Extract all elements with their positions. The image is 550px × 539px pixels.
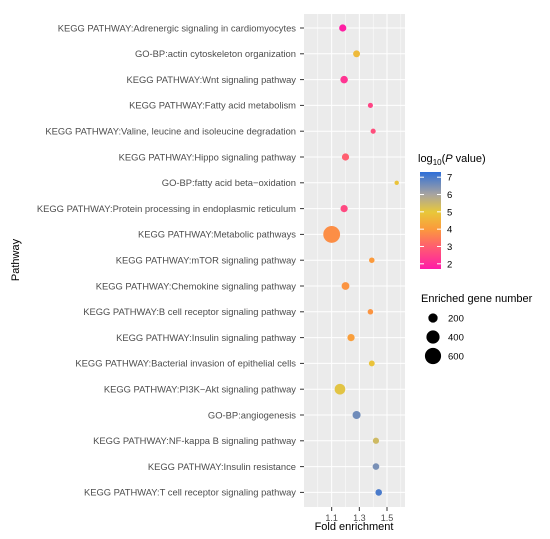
data-point — [341, 153, 350, 161]
x-tick-label: 1.1 — [325, 513, 338, 523]
category-label: KEGG PATHWAY:Insulin signaling pathway — [116, 332, 296, 343]
category-label: KEGG PATHWAY:Fatty acid metabolism — [129, 100, 296, 111]
legend-title-var: P — [445, 153, 453, 165]
size-legend-circle — [426, 330, 440, 344]
category-label: KEGG PATHWAY:Adrenergic signaling in car… — [58, 22, 297, 33]
data-point — [372, 463, 380, 470]
size-legend: Enriched gene number 200 400 600 — [421, 293, 533, 365]
category-label: KEGG PATHWAY:Protein processing in endop… — [37, 203, 296, 214]
data-point — [368, 360, 375, 367]
size-legend-circle — [424, 347, 442, 365]
size-legend-label: 200 — [448, 314, 464, 325]
category-label: KEGG PATHWAY:Hippo signaling pathway — [119, 151, 297, 162]
category-label: KEGG PATHWAY:Bacterial invasion of epith… — [75, 358, 296, 369]
size-legend-label: 600 — [448, 352, 464, 363]
category-labels: KEGG PATHWAY:Adrenergic signaling in car… — [37, 22, 304, 498]
color-bar-tick-label: 4 — [447, 225, 452, 236]
color-legend: log10(P value) 2 3 4 5 6 7 — [418, 153, 486, 270]
data-point — [367, 309, 374, 315]
data-point — [323, 225, 341, 243]
size-legend-items: 200 400 600 — [424, 313, 464, 365]
category-label: KEGG PATHWAY:Chemokine signaling pathway — [96, 280, 297, 291]
category-label: KEGG PATHWAY:Metabolic pathways — [138, 229, 296, 240]
legend-title-sub: 10 — [433, 158, 442, 167]
category-label: KEGG PATHWAY:NF-kappa B signaling pathwa… — [93, 435, 296, 446]
y-axis-title: Pathway — [10, 238, 22, 281]
category-label: KEGG PATHWAY:Valine, leucine and isoleuc… — [45, 126, 296, 137]
color-legend-title: log10(P value) — [418, 153, 486, 167]
data-point — [339, 24, 347, 32]
data-point — [394, 180, 399, 186]
category-label: GO-BP:actin cytoskeleton organization — [135, 48, 296, 59]
category-label: GO-BP:angiogenesis — [208, 409, 296, 420]
x-axis-title: Fold enrichment — [315, 521, 394, 533]
grid-lines — [304, 14, 405, 507]
category-label: GO-BP:fatty acid beta−oxidation — [162, 177, 296, 188]
category-label: KEGG PATHWAY:B cell receptor signaling p… — [83, 306, 296, 317]
data-point — [372, 437, 380, 444]
category-label: KEGG PATHWAY:T cell receptor signaling p… — [84, 487, 296, 498]
data-point — [340, 75, 348, 84]
legend-title-open: ( — [442, 153, 446, 165]
category-label: KEGG PATHWAY:mTOR signaling pathway — [116, 255, 297, 266]
data-point — [369, 257, 375, 263]
size-legend-label: 400 — [448, 333, 464, 344]
data-point — [334, 383, 346, 395]
legend-title-log: log — [418, 153, 433, 165]
size-legend-circle — [428, 313, 438, 323]
data-points — [323, 24, 399, 496]
size-legend-title: Enriched gene number — [421, 293, 533, 305]
data-point — [341, 282, 350, 290]
color-bar-tick-label: 5 — [447, 207, 452, 218]
color-bar-tick-label: 6 — [447, 190, 452, 201]
data-point — [370, 128, 376, 134]
color-bar-tick-label: 2 — [447, 259, 452, 270]
category-label: KEGG PATHWAY:Insulin resistance — [148, 461, 296, 472]
category-label: KEGG PATHWAY:Wnt signaling pathway — [126, 74, 296, 85]
category-label: KEGG PATHWAY:PI3K−Akt signaling pathway — [104, 384, 296, 395]
x-axis: 1.1 1.3 1.5 — [325, 507, 393, 523]
data-point — [352, 410, 361, 420]
data-point — [367, 102, 373, 108]
color-bar — [420, 172, 441, 269]
x-tick-label: 1.3 — [353, 513, 366, 523]
x-tick-label: 1.5 — [381, 513, 394, 523]
data-point — [340, 204, 348, 213]
legend-title-rest: value) — [453, 153, 486, 165]
data-point — [353, 50, 361, 58]
data-point — [375, 489, 383, 496]
color-bar-ticks: 2 3 4 5 6 7 — [420, 173, 452, 270]
color-bar-tick-label: 7 — [447, 173, 452, 184]
color-bar-tick-label: 3 — [447, 242, 452, 253]
data-point — [347, 333, 355, 342]
